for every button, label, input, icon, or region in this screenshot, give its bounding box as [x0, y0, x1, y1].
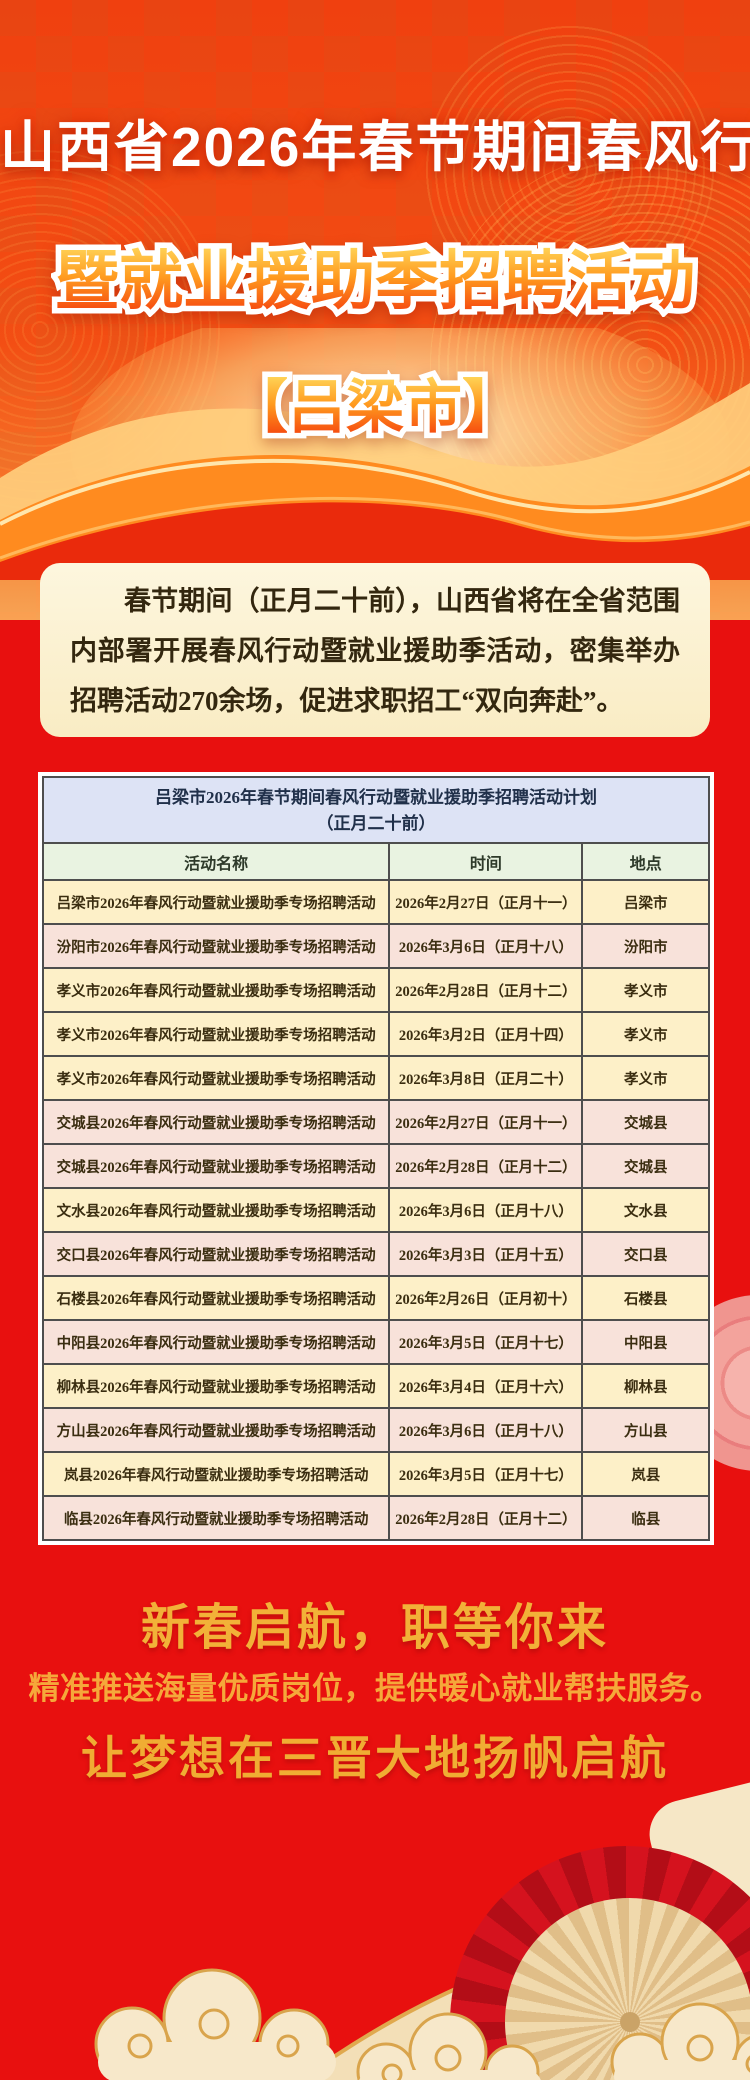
- table-row: 吕梁市2026年春风行动暨就业援助季专场招聘活动 2026年2月27日（正月十一）…: [41, 879, 710, 925]
- cell-activity-time: 2026年3月8日（正月二十）: [388, 1055, 584, 1101]
- concentric-rings-decoration: [0, 150, 220, 510]
- cell-activity-name: 孝义市2026年春风行动暨就业援助季专场招聘活动: [41, 1055, 391, 1101]
- cell-activity-place: 石楼县: [581, 1275, 710, 1321]
- table-row: 柳林县2026年春风行动暨就业援助季专场招聘活动 2026年3月4日（正月十六）柳…: [41, 1363, 710, 1409]
- cell-activity-name: 交口县2026年春风行动暨就业援助季专场招聘活动: [41, 1231, 391, 1277]
- cell-activity-time: 2026年2月27日（正月十一）: [388, 1099, 584, 1145]
- main-title: 山西省2026年春节期间春风行动: [0, 102, 750, 182]
- cell-activity-place: 孝义市: [581, 1055, 710, 1101]
- cell-activity-time: 2026年3月5日（正月十七）: [388, 1319, 584, 1365]
- cell-activity-name: 中阳县2026年春风行动暨就业援助季专场招聘活动: [41, 1319, 391, 1365]
- cell-activity-name: 石楼县2026年春风行动暨就业援助季专场招聘活动: [41, 1275, 391, 1321]
- cell-activity-time: 2026年2月28日（正月十二）: [388, 1143, 584, 1189]
- table-row: 汾阳市2026年春风行动暨就业援助季专场招聘活动 2026年3月6日（正月十八）汾…: [41, 923, 710, 969]
- cell-activity-time: 2026年3月5日（正月十七）: [388, 1451, 584, 1497]
- cell-activity-time: 2026年3月2日（正月十四）: [388, 1011, 584, 1057]
- cell-activity-place: 柳林县: [581, 1363, 710, 1409]
- cell-activity-time: 2026年3月6日（正月十八）: [388, 1187, 584, 1233]
- table-row: 石楼县2026年春风行动暨就业援助季专场招聘活动 2026年2月26日（正月初十）…: [41, 1275, 710, 1321]
- cell-activity-time: 2026年2月28日（正月十二）: [388, 1495, 584, 1541]
- cell-activity-place: 孝义市: [581, 1011, 710, 1057]
- city-title-text: 【吕梁市】: [229, 375, 520, 440]
- intro-box: 春节期间（正月二十前），山西省将在全省范围内部署开展春风行动暨就业援助季活动，密…: [40, 563, 710, 737]
- cell-activity-time: 2026年2月27日（正月十一）: [388, 879, 584, 925]
- cell-activity-name: 交城县2026年春风行动暨就业援助季专场招聘活动: [41, 1099, 391, 1145]
- cell-activity-name: 孝义市2026年春风行动暨就业援助季专场招聘活动: [41, 967, 391, 1013]
- table-title: 吕梁市2026年春节期间春风行动暨就业援助季招聘活动计划 （正月二十前）: [42, 776, 710, 842]
- table-row: 临县2026年春风行动暨就业援助季专场招聘活动 2026年2月28日（正月十二）临…: [41, 1495, 710, 1541]
- footer-slogan-1: 新春启航，职等你来: [140, 1600, 609, 1655]
- schedule-table: 活动名称 时间 地点 吕梁市2026年春风行动暨就业援助季专场招聘活动 2026年…: [41, 842, 710, 1541]
- cell-activity-place: 汾阳市: [581, 923, 710, 969]
- cloud-decoration-center: [330, 2012, 570, 2080]
- cell-activity-place: 交口县: [581, 1231, 710, 1277]
- cell-activity-name: 方山县2026年春风行动暨就业援助季专场招聘活动: [41, 1407, 391, 1453]
- column-header-activity: 活动名称: [41, 842, 391, 881]
- table-title-line2: （正月二十前）: [316, 813, 436, 833]
- cell-activity-place: 文水县: [581, 1187, 710, 1233]
- table-row: 孝义市2026年春风行动暨就业援助季专场招聘活动 2026年3月8日（正月二十）孝…: [41, 1055, 710, 1101]
- footer-slogan-2: 精准推送海量优质岗位，提供暖心就业帮扶服务。: [28, 1671, 722, 1706]
- city-title: 【吕梁市】 【吕梁市】: [0, 360, 750, 446]
- intro-text: 春节期间（正月二十前），山西省将在全省范围内部署开展春风行动暨就业援助季活动，密…: [70, 586, 680, 716]
- schedule-table-panel: 吕梁市2026年春节期间春风行动暨就业援助季招聘活动计划 （正月二十前） 活动名…: [38, 772, 714, 1545]
- table-row: 交口县2026年春风行动暨就业援助季专场招聘活动 2026年3月3日（正月十五）交…: [41, 1231, 710, 1277]
- table-row: 孝义市2026年春风行动暨就业援助季专场招聘活动 2026年2月28日（正月十二）…: [41, 967, 710, 1013]
- table-header-row: 活动名称 时间 地点: [41, 842, 710, 881]
- cell-activity-place: 吕梁市: [581, 879, 710, 925]
- subtitle-text: 暨就业援助季招聘活动: [55, 245, 695, 317]
- cell-activity-name: 交城县2026年春风行动暨就业援助季专场招聘活动: [41, 1143, 391, 1189]
- paper-fan-center: [620, 2012, 640, 2032]
- table-title-line1: 吕梁市2026年春节期间春风行动暨就业援助季招聘活动计划: [155, 788, 597, 807]
- cell-activity-name: 临县2026年春风行动暨就业援助季专场招聘活动: [41, 1495, 391, 1541]
- cell-activity-time: 2026年3月6日（正月十八）: [388, 923, 584, 969]
- paper-fan-outer: [450, 1846, 750, 2080]
- city-title-outline: 【吕梁市】 【吕梁市】: [224, 360, 525, 446]
- cell-activity-time: 2026年3月6日（正月十八）: [388, 1407, 584, 1453]
- cell-activity-name: 汾阳市2026年春风行动暨就业援助季专场招聘活动: [41, 923, 391, 969]
- paper-fan-inner: [505, 1898, 750, 2080]
- cell-activity-place: 中阳县: [581, 1319, 710, 1365]
- cell-activity-name: 岚县2026年春风行动暨就业援助季专场招聘活动: [41, 1451, 391, 1497]
- table-row: 岚县2026年春风行动暨就业援助季专场招聘活动 2026年3月5日（正月十七） 岚县: [41, 1451, 710, 1497]
- cell-activity-name: 吕梁市2026年春风行动暨就业援助季专场招聘活动: [41, 879, 391, 925]
- column-header-place: 地点: [581, 842, 710, 881]
- ribbon-wave-decoration: [298, 1906, 750, 2080]
- table-row: 孝义市2026年春风行动暨就业援助季专场招聘活动 2026年3月2日（正月十四）孝…: [41, 1011, 710, 1057]
- table-row: 文水县2026年春风行动暨就业援助季专场招聘活动 2026年3月6日（正月十八）文…: [41, 1187, 710, 1233]
- cell-activity-place: 孝义市: [581, 967, 710, 1013]
- table-row: 中阳县2026年春风行动暨就业援助季专场招聘活动 2026年3月5日（正月十七）中…: [41, 1319, 710, 1365]
- cell-activity-place: 交城县: [581, 1143, 710, 1189]
- cell-activity-name: 孝义市2026年春风行动暨就业援助季专场招聘活动: [41, 1011, 391, 1057]
- cloud-decoration-left: [62, 1968, 372, 2080]
- subtitle: 暨就业援助季招聘活动 暨就业援助季招聘活动: [0, 230, 750, 323]
- subtitle-outline: 暨就业援助季招聘活动 暨就业援助季招聘活动: [50, 230, 701, 323]
- main-title-text: 山西省2026年春节期间春风行动: [0, 116, 750, 178]
- table-row: 交城县2026年春风行动暨就业援助季专场招聘活动 2026年2月27日（正月十一）…: [41, 1099, 710, 1145]
- footer-slogan-3: 让梦想在三晋大地扬帆启航: [81, 1733, 669, 1784]
- cell-activity-place: 临县: [581, 1495, 710, 1541]
- cell-activity-name: 柳林县2026年春风行动暨就业援助季专场招聘活动: [41, 1363, 391, 1409]
- schedule-table-body: 吕梁市2026年春风行动暨就业援助季专场招聘活动 2026年2月27日（正月十一）…: [41, 879, 710, 1541]
- cell-activity-place: 方山县: [581, 1407, 710, 1453]
- corner-paper-decoration: [642, 1777, 750, 1919]
- cell-activity-name: 文水县2026年春风行动暨就业援助季专场招聘活动: [41, 1187, 391, 1233]
- cell-activity-place: 交城县: [581, 1099, 710, 1145]
- column-header-time: 时间: [388, 842, 584, 881]
- cell-activity-time: 2026年3月4日（正月十六）: [388, 1363, 584, 1409]
- cloud-decoration-right: [588, 2000, 750, 2080]
- table-row: 方山县2026年春风行动暨就业援助季专场招聘活动 2026年3月6日（正月十八）方…: [41, 1407, 710, 1453]
- cell-activity-time: 2026年2月26日（正月初十）: [388, 1275, 584, 1321]
- cell-activity-place: 岚县: [581, 1451, 710, 1497]
- cell-activity-time: 2026年2月28日（正月十二）: [388, 967, 584, 1013]
- cell-activity-time: 2026年3月3日（正月十五）: [388, 1231, 584, 1277]
- city-title-stroke-layer: 【吕梁市】: [224, 360, 525, 446]
- subtitle-stroke-layer: 暨就业援助季招聘活动: [50, 230, 701, 323]
- table-row: 交城县2026年春风行动暨就业援助季专场招聘活动 2026年2月28日（正月十二）…: [41, 1143, 710, 1189]
